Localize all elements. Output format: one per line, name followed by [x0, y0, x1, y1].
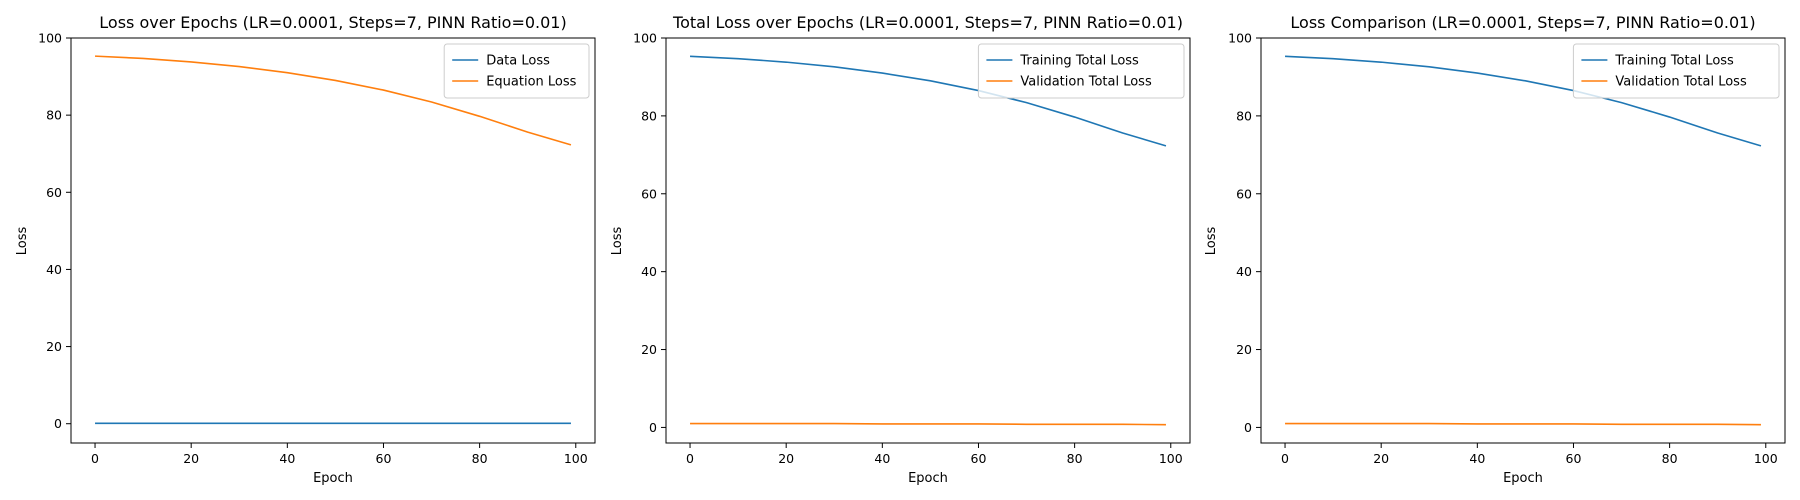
legend-box — [443, 43, 590, 99]
y-tick-label: 60 — [1236, 186, 1252, 201]
series-line-1 — [1285, 55, 1762, 147]
x-tick-label: 20 — [1373, 451, 1389, 466]
chart-panel-2: Total Loss over Epochs (LR=0.0001, Steps… — [610, 13, 1191, 486]
series-line-2 — [690, 422, 1166, 426]
y-tick-label: 20 — [1236, 342, 1252, 357]
x-tick-label: 0 — [686, 451, 694, 466]
plot-frame — [1260, 37, 1786, 444]
x-tick-label: 100 — [1754, 451, 1778, 466]
plot-frame — [665, 37, 1191, 444]
y-tick-label: 20 — [641, 342, 657, 357]
legend-entry-label: Data Loss — [486, 54, 550, 69]
legend-entry-label: Validation Total Loss — [1020, 75, 1152, 90]
chart-panel-3: Loss Comparison (LR=0.0001, Steps=7, PIN… — [1204, 13, 1786, 486]
x-axis-label: Epoch — [908, 471, 948, 486]
legend-entry-label: Equation Loss — [486, 75, 576, 90]
y-tick-label: 40 — [1236, 264, 1252, 279]
legend: Training Total Loss Validation Total Loss — [977, 43, 1185, 99]
series-line-1 — [690, 55, 1167, 147]
y-axis-label: Loss — [610, 227, 625, 256]
x-axis-label: Epoch — [313, 471, 353, 486]
y-tick-label: 60 — [641, 186, 657, 201]
y-tick-label: 60 — [46, 185, 62, 200]
y-axis-label: Loss — [1204, 227, 1219, 256]
x-axis-label: Epoch — [1503, 471, 1543, 486]
y-tick-label: 100 — [633, 31, 657, 46]
plot-area — [71, 38, 595, 443]
x-tick-label: 40 — [874, 451, 890, 466]
series-line-2 — [1285, 422, 1761, 426]
x-tick-label: 0 — [91, 451, 99, 466]
series-line-2 — [95, 55, 572, 146]
x-tick-label: 60 — [1566, 451, 1582, 466]
legend-entry-label: Training Total Loss — [1614, 54, 1734, 69]
x-tick-label: 60 — [376, 451, 392, 466]
x-tick-label: 80 — [472, 451, 488, 466]
x-tick-label: 60 — [971, 451, 987, 466]
y-tick-label: 80 — [1236, 108, 1252, 123]
chart-title: Total Loss over Epochs (LR=0.0001, Steps… — [672, 13, 1183, 32]
y-tick-label: 40 — [46, 262, 62, 277]
legend: Data Loss Equation Loss — [443, 43, 590, 99]
chart-title: Loss over Epochs (LR=0.0001, Steps=7, PI… — [99, 13, 566, 32]
y-tick-label: 80 — [641, 108, 657, 123]
legend-entry-label: Training Total Loss — [1019, 54, 1139, 69]
x-tick-label: 40 — [1469, 451, 1485, 466]
x-tick-label: 0 — [1281, 451, 1289, 466]
x-tick-label: 20 — [778, 451, 794, 466]
y-tick-label: 0 — [649, 420, 657, 435]
x-tick-label: 80 — [1067, 451, 1083, 466]
chart-title: Loss Comparison (LR=0.0001, Steps=7, PIN… — [1290, 13, 1755, 32]
y-tick-label: 0 — [54, 416, 62, 431]
y-tick-label: 0 — [1244, 420, 1252, 435]
y-axis-label: Loss — [15, 227, 30, 256]
legend-entry-label: Validation Total Loss — [1615, 75, 1747, 90]
legend: Training Total Loss Validation Total Loss — [1572, 43, 1780, 99]
plot-frame — [70, 37, 596, 444]
y-tick-label: 20 — [46, 339, 62, 354]
x-tick-label: 100 — [564, 451, 588, 466]
chart-panel-1: Loss over Epochs (LR=0.0001, Steps=7, PI… — [15, 13, 596, 486]
y-tick-label: 100 — [1228, 31, 1252, 46]
plot-area — [1261, 38, 1785, 443]
x-tick-label: 40 — [279, 451, 295, 466]
x-tick-label: 80 — [1662, 451, 1678, 466]
legend-box — [977, 43, 1185, 99]
legend-box — [1572, 43, 1780, 99]
x-tick-label: 20 — [183, 451, 199, 466]
y-tick-label: 40 — [641, 264, 657, 279]
y-tick-label: 100 — [38, 31, 62, 46]
plot-area — [666, 38, 1190, 443]
x-tick-label: 100 — [1159, 451, 1183, 466]
y-tick-label: 80 — [46, 108, 62, 123]
